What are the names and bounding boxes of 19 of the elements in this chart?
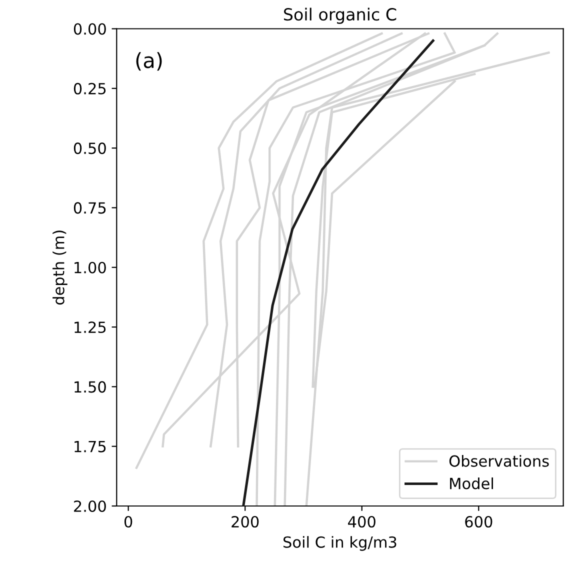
chart-title: Soil organic C (284, 8, 396, 24)
y-tick-label: 2.00 (74, 500, 106, 512)
legend-label: Model (450, 477, 494, 490)
annotation: (a) (136, 52, 162, 71)
y-axis-title: depth (m) (52, 230, 68, 305)
x-tick-label: 400 (348, 516, 376, 528)
y-tick-label: 1.00 (74, 262, 106, 274)
x-tick-label: 200 (232, 516, 259, 528)
y-tick-label: 0.50 (74, 142, 106, 154)
y-tick-label: 0.00 (74, 23, 106, 35)
y-tick-label: 1.75 (74, 441, 106, 452)
y-tick-label: 0.75 (74, 202, 106, 214)
legend-label: Observations (449, 455, 549, 467)
x-tick-label: 0 (124, 516, 132, 528)
x-tick-label: 600 (465, 516, 492, 528)
y-tick-label: 0.25 (74, 82, 106, 94)
y-tick-label: 1.50 (74, 381, 106, 393)
x-axis-title: Soil C in kg/m3 (283, 536, 396, 551)
y-tick-label: 1.25 (74, 321, 106, 334)
